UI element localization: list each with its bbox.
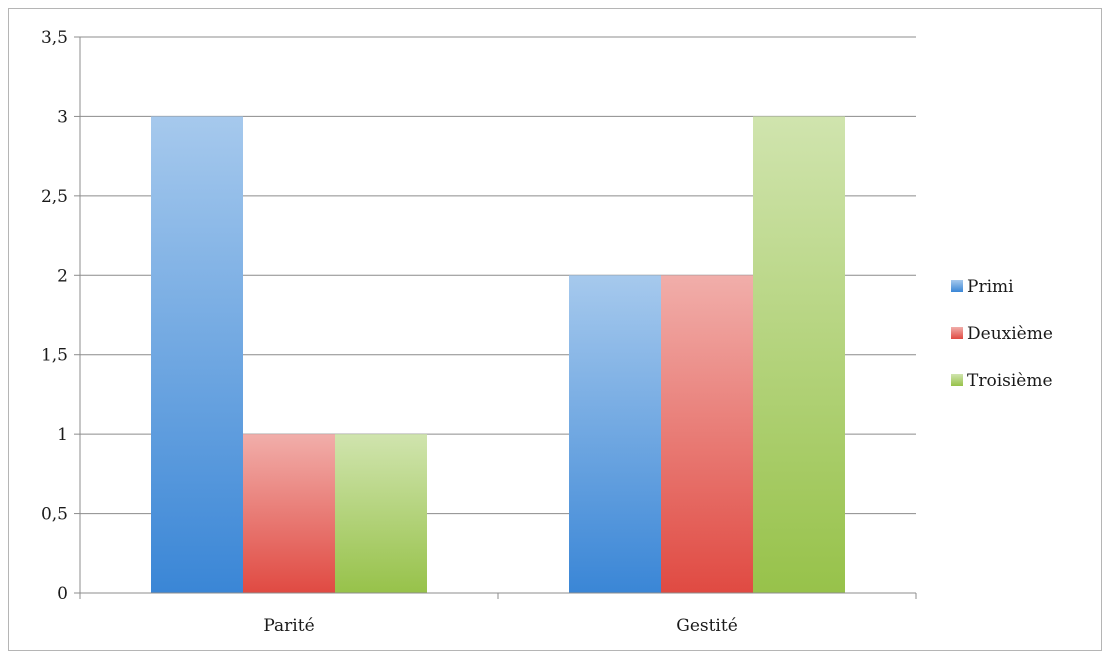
x-tick-labels: Parité Gestité [263, 616, 737, 636]
x-tick-label: Parité [263, 616, 314, 636]
legend-swatch [951, 327, 963, 339]
y-tick-label: 2,5 [41, 187, 68, 207]
y-tick-label: 1,5 [41, 346, 68, 366]
legend-label: Deuxième [967, 324, 1053, 344]
legend-swatch [951, 280, 963, 292]
legend: Primi Deuxième Troisième [951, 277, 1053, 391]
y-tick-label: 2 [57, 266, 68, 286]
y-tick-labels: 0 0,5 1 1,5 2 2,5 3 3,5 [41, 28, 68, 604]
bar-troisième-gestité [753, 116, 845, 593]
bar-deuxième-gestité [661, 275, 753, 593]
legend-label: Primi [967, 277, 1014, 297]
axes [79, 37, 917, 599]
legend-label: Troisième [967, 371, 1053, 391]
y-tick-label: 3,5 [41, 28, 68, 48]
bar-primi-gestité [569, 275, 661, 593]
bar-primi-parité [151, 116, 243, 593]
y-tick-label: 0,5 [41, 505, 68, 525]
bar-deuxième-parité [243, 434, 335, 593]
y-tick-label: 1 [57, 425, 68, 445]
bars [151, 116, 845, 593]
legend-swatch [951, 374, 963, 386]
x-tick-label: Gestité [676, 616, 738, 636]
y-tick-label: 0 [57, 584, 68, 604]
bar-troisième-parité [335, 434, 427, 593]
y-tick-label: 3 [57, 107, 68, 127]
